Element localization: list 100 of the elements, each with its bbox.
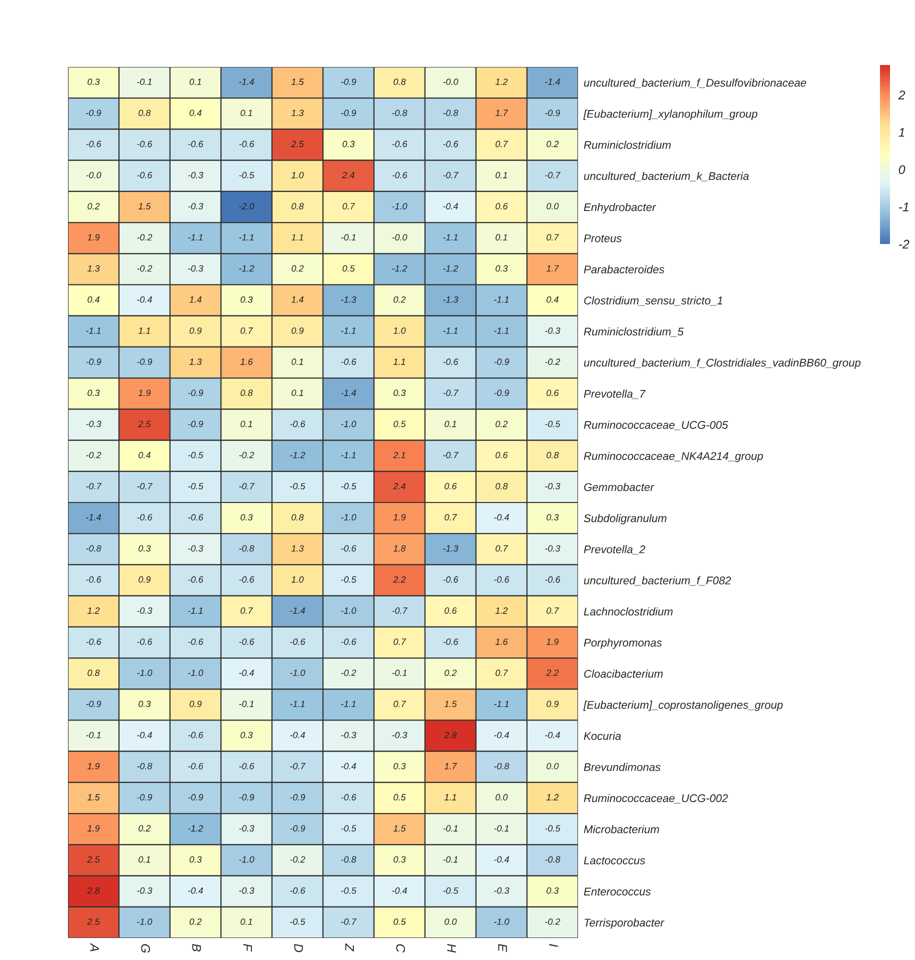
data-label: -0.9: [137, 358, 152, 365]
data-label: 1.9: [393, 514, 406, 520]
data-label: 0.5: [394, 918, 406, 925]
data-label: 0.8: [496, 482, 508, 490]
data-label: -0.3: [137, 607, 152, 614]
color-bar-label: -2: [898, 240, 910, 249]
data-label: -0.2: [341, 670, 356, 676]
data-label: -1.1: [290, 700, 305, 708]
x-tick-label: A: [90, 942, 99, 952]
data-label: 1.6: [495, 638, 508, 645]
data-label: -0.8: [392, 110, 408, 116]
data-label: 2.2: [546, 670, 559, 676]
data-label: 0.8: [292, 203, 304, 210]
data-label: -0.3: [188, 265, 204, 272]
data-label: 0.3: [88, 390, 100, 396]
data-label: 1.9: [87, 234, 100, 241]
data-label: 0.3: [342, 140, 355, 148]
data-label: -0.3: [137, 887, 152, 894]
data-label: 0.8: [240, 390, 253, 396]
data-label: -0.7: [341, 918, 357, 925]
y-tick-label: Porphyromonas: [584, 638, 662, 649]
data-label: -0.4: [494, 514, 509, 520]
data-label: 2.4: [342, 172, 354, 178]
data-label: 0.1: [138, 856, 150, 863]
data-label: 2.5: [87, 918, 100, 925]
data-label: 0.3: [138, 700, 151, 708]
data-label: -0.5: [341, 576, 356, 583]
data-label: -0.9: [137, 794, 152, 800]
data-label: -0.6: [188, 140, 204, 148]
y-tick-label: Microbacterium: [584, 825, 659, 834]
data-label: 1.2: [495, 607, 508, 614]
data-label: 0.3: [546, 887, 559, 894]
data-label: -0.3: [239, 887, 254, 894]
data-label: -0.5: [188, 482, 204, 490]
data-label: 1.0: [291, 172, 304, 178]
data-label: -1.0: [494, 918, 510, 925]
data-label: 2.1: [393, 452, 406, 458]
data-label: 0.8: [88, 670, 100, 676]
data-label: 0.7: [240, 607, 254, 614]
data-label: -0.4: [239, 670, 254, 676]
data-label: -0.6: [290, 420, 306, 428]
data-label: -0.8: [341, 856, 356, 863]
data-label: -0.9: [290, 794, 306, 800]
data-label: -0.4: [341, 762, 356, 770]
data-label: 0.5: [394, 794, 406, 800]
data-label: -0.8: [137, 762, 152, 770]
data-label: -0.0: [392, 234, 408, 241]
data-label: -1.2: [443, 265, 458, 272]
data-label: -1.0: [341, 514, 356, 520]
data-label: -0.6: [239, 576, 254, 583]
data-label: 0.2: [190, 918, 202, 925]
data-label: -1.4: [545, 78, 560, 85]
data-label: -0.6: [341, 545, 356, 552]
data-label: -0.4: [494, 732, 509, 738]
data-label: 2.5: [87, 856, 100, 863]
data-label: 0.2: [394, 296, 406, 303]
data-label: -0.6: [239, 638, 254, 645]
data-label: 0.4: [190, 110, 202, 116]
data-label: -0.6: [341, 638, 356, 645]
data-label: -1.2: [290, 452, 306, 458]
data-label: -0.5: [290, 482, 306, 490]
data-label: 0.3: [240, 514, 253, 520]
data-label: 1.3: [189, 358, 202, 365]
data-label: -1.1: [494, 700, 509, 708]
data-label: 0.2: [88, 203, 100, 210]
x-tick-label: F: [243, 944, 252, 952]
data-label: 2.8: [444, 732, 457, 738]
data-label: -0.2: [137, 234, 152, 241]
data-label: -0.6: [392, 140, 408, 148]
data-label: 1.0: [393, 327, 406, 334]
data-label: 0.6: [444, 607, 457, 614]
y-tick-label: Enterococcus: [584, 888, 651, 896]
data-label: -0.7: [239, 482, 255, 490]
data-label: -0.2: [290, 856, 306, 863]
data-label: 0.8: [292, 514, 304, 520]
data-label: -0.8: [494, 762, 510, 770]
y-tick-label: Cloacibacterium: [584, 670, 663, 678]
data-label: 1.5: [393, 825, 406, 832]
data-label: -0.4: [494, 856, 509, 863]
data-label: 1.2: [546, 794, 559, 800]
data-label: 0.2: [546, 140, 559, 148]
y-tick-label: Clostridium_sensu_stricto_1: [584, 296, 722, 306]
data-label: -0.7: [443, 172, 459, 178]
data-label: 1.2: [495, 78, 508, 85]
data-label: 0.9: [546, 700, 559, 708]
data-label: -0.6: [443, 576, 458, 583]
data-label: 0.7: [444, 514, 458, 520]
data-label: -0.7: [290, 762, 306, 770]
x-tick-label: H: [447, 944, 456, 953]
data-label: -0.6: [443, 638, 458, 645]
data-label: -1.1: [239, 234, 254, 240]
data-label: -0.3: [86, 420, 102, 428]
data-label: -0.6: [290, 638, 306, 645]
y-tick-label: Terrisporobacter: [584, 918, 664, 929]
y-tick-label: Ruminococcaceae_UCG-005: [584, 420, 728, 430]
data-label: 0.3: [394, 390, 406, 396]
data-label: 1.7: [495, 110, 508, 116]
y-tick-label: Ruminiclostridium_5: [584, 327, 684, 337]
data-label: -0.7: [443, 452, 459, 458]
data-label: -1.0: [392, 203, 408, 210]
